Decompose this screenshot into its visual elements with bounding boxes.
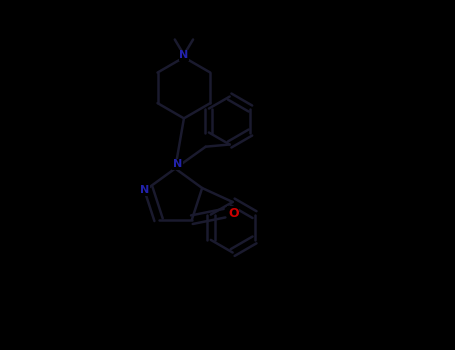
Text: O: O: [228, 206, 238, 220]
Text: N: N: [140, 185, 149, 195]
Text: N: N: [179, 50, 188, 60]
Text: N: N: [173, 159, 182, 169]
